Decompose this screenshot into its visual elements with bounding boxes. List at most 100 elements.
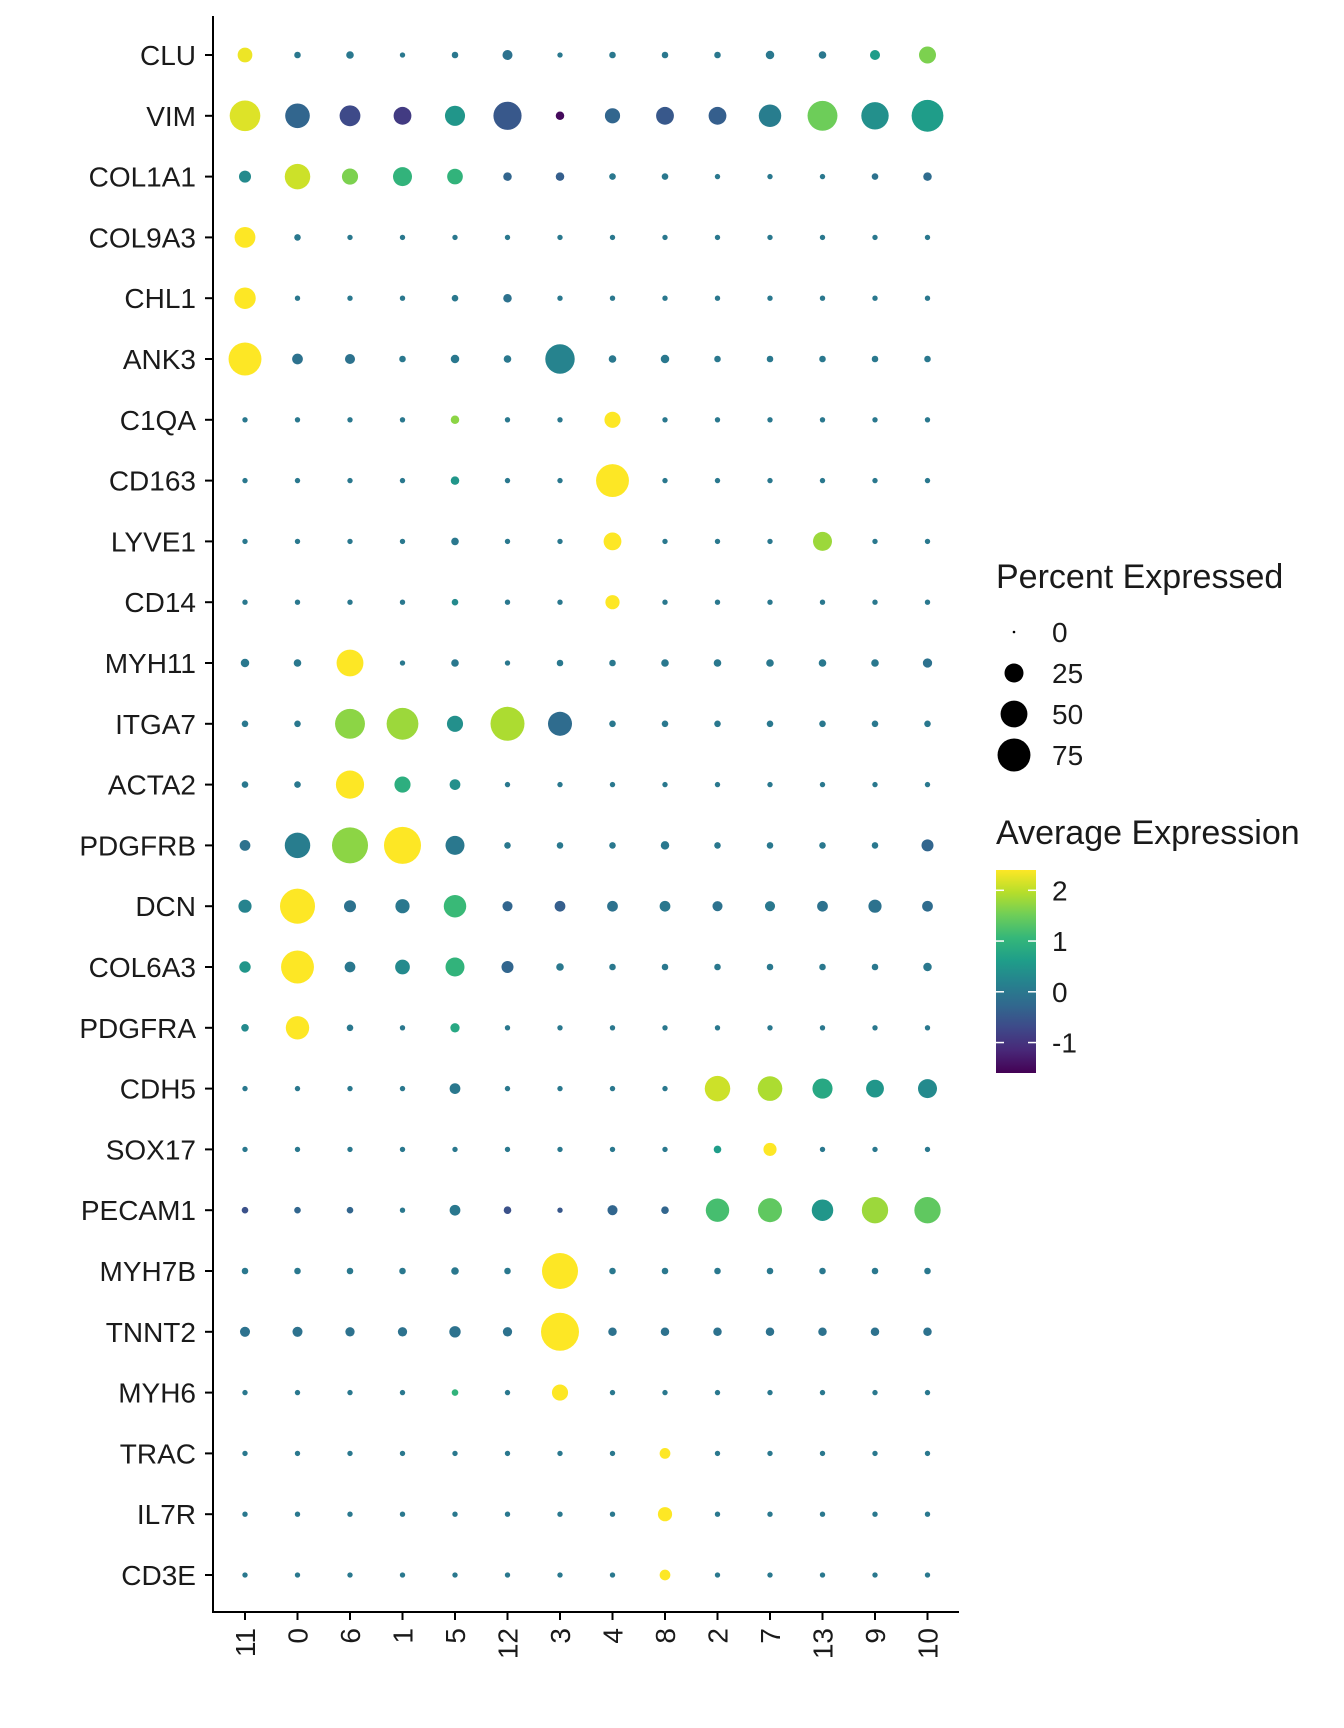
dot-COL6A3-cluster-11 (239, 961, 251, 973)
dot-CD163-cluster-4 (596, 464, 629, 498)
dot-COL9A3-cluster-1 (399, 234, 406, 241)
dot-PDGFRB-cluster-12 (504, 842, 511, 849)
dot-PDGFRB-cluster-0 (284, 832, 311, 859)
dot-COL9A3-cluster-9 (872, 234, 878, 241)
dot-CD163-cluster-11 (242, 477, 248, 484)
dot-TNNT2-cluster-7 (765, 1327, 775, 1337)
dot-VIM-cluster-13 (807, 100, 838, 131)
dot-PECAM1-cluster-10 (914, 1197, 941, 1224)
dot-PDGFRA-cluster-5 (450, 1023, 460, 1033)
dot-COL9A3-cluster-7 (767, 234, 773, 241)
dot-LYVE1-cluster-5 (451, 537, 459, 546)
dot-C1QA-cluster-1 (399, 417, 406, 423)
dot-C1QA-cluster-3 (557, 417, 563, 423)
dot-ANK3-cluster-10 (924, 355, 931, 363)
dot-ITGA7-cluster-0 (294, 720, 301, 728)
dot-SOX17-cluster-2 (713, 1145, 722, 1154)
dot-ANK3-cluster-13 (819, 355, 826, 363)
dot-CHL1-cluster-9 (872, 295, 878, 301)
dot-MYH7B-cluster-8 (661, 1267, 669, 1275)
color-legend-title: Average Expression (996, 814, 1300, 852)
dot-COL1A1-cluster-0 (284, 163, 311, 190)
dot-CD14-cluster-9 (872, 599, 878, 605)
dot-PDGFRA-cluster-9 (872, 1025, 878, 1031)
dot-ACTA2-cluster-2 (714, 781, 721, 788)
dot-MYH11-cluster-11 (240, 658, 250, 668)
dot-IL7R-cluster-12 (504, 1511, 511, 1517)
dot-CD14-cluster-2 (714, 599, 721, 605)
dot-CLU-cluster-5 (451, 51, 459, 59)
dot-COL6A3-cluster-7 (766, 963, 774, 971)
dot-ITGA7-cluster-11 (241, 720, 249, 728)
x-tick-label-11: 11 (230, 1628, 261, 1657)
dot-CD3E-cluster-4 (609, 1572, 616, 1578)
dot-ITGA7-cluster-12 (490, 706, 525, 741)
dot-SOX17-cluster-9 (872, 1146, 878, 1153)
dot-ANK3-cluster-12 (503, 355, 512, 363)
dot-CD3E-cluster-9 (872, 1572, 878, 1578)
dot-ACTA2-cluster-7 (767, 781, 773, 788)
y-tick-label-TNNT2: TNNT2 (106, 1317, 196, 1348)
dot-MYH7B-cluster-12 (504, 1267, 511, 1275)
dot-CLU-cluster-3 (557, 52, 563, 58)
dot-ANK3-cluster-2 (714, 355, 721, 363)
y-tick-label-ITGA7: ITGA7 (115, 709, 196, 740)
size-legend-label-50: 50 (1052, 699, 1083, 730)
dot-COL1A1-cluster-5 (447, 168, 463, 185)
dot-CD3E-cluster-7 (767, 1572, 773, 1578)
dot-PDGFRB-cluster-13 (819, 842, 826, 849)
dot-CD163-cluster-8 (662, 477, 668, 484)
y-tick-label-PDGFRB: PDGFRB (79, 830, 196, 861)
dot-CHL1-cluster-5 (451, 294, 459, 302)
dot-MYH7B-cluster-13 (819, 1267, 826, 1275)
dot-MYH11-cluster-6 (336, 649, 364, 677)
dot-PDGFRA-cluster-7 (767, 1025, 773, 1031)
dot-PECAM1-cluster-5 (449, 1204, 461, 1216)
dot-COL1A1-cluster-3 (555, 172, 565, 181)
dot-LYVE1-cluster-2 (714, 538, 721, 545)
dot-TNNT2-cluster-4 (608, 1327, 617, 1337)
dot-PECAM1-cluster-13 (811, 1199, 834, 1221)
dot-MYH11-cluster-9 (871, 659, 879, 667)
dot-CLU-cluster-2 (714, 51, 721, 59)
dot-TRAC-cluster-2 (714, 1450, 721, 1457)
dot-TNNT2-cluster-1 (397, 1327, 408, 1337)
x-tick-label-2: 2 (703, 1628, 734, 1644)
dot-TRAC-cluster-10 (924, 1450, 931, 1457)
dot-MYH7B-cluster-7 (766, 1267, 774, 1275)
dot-TNNT2-cluster-9 (870, 1327, 880, 1337)
dot-IL7R-cluster-0 (294, 1511, 301, 1517)
y-tick-label-CLU: CLU (140, 40, 196, 71)
dot-SOX17-cluster-11 (242, 1146, 248, 1153)
dot-MYH11-cluster-12 (504, 660, 511, 666)
dot-PDGFRB-cluster-11 (239, 840, 251, 851)
dot-MYH7B-cluster-6 (346, 1267, 354, 1275)
dot-PDGFRB-cluster-10 (921, 839, 934, 852)
dot-ACTA2-cluster-12 (504, 781, 511, 788)
dot-C1QA-cluster-6 (347, 417, 353, 423)
dot-CDH5-cluster-0 (294, 1085, 301, 1092)
dot-PECAM1-cluster-12 (503, 1206, 512, 1214)
dot-LYVE1-cluster-11 (242, 538, 248, 545)
dot-PDGFRB-cluster-8 (660, 841, 670, 850)
dot-TRAC-cluster-12 (504, 1450, 511, 1457)
dot-ACTA2-cluster-11 (241, 781, 249, 788)
dot-TRAC-cluster-0 (294, 1450, 301, 1457)
dot-TRAC-cluster-8 (659, 1448, 671, 1459)
dot-ITGA7-cluster-2 (714, 720, 721, 728)
dot-COL9A3-cluster-8 (662, 234, 668, 241)
dot-CD14-cluster-12 (504, 599, 511, 605)
dot-CLU-cluster-9 (869, 49, 881, 61)
dot-IL7R-cluster-4 (609, 1511, 616, 1517)
dot-CD3E-cluster-5 (452, 1572, 458, 1578)
dot-ACTA2-cluster-4 (609, 781, 616, 788)
dot-CD163-cluster-13 (819, 477, 826, 484)
dot-MYH7B-cluster-2 (714, 1267, 721, 1275)
dot-MYH7B-cluster-0 (294, 1267, 301, 1275)
dot-MYH7B-cluster-4 (609, 1267, 616, 1275)
dot-IL7R-cluster-11 (242, 1511, 248, 1517)
x-tick-label-6: 6 (335, 1628, 366, 1644)
dot-CDH5-cluster-3 (557, 1085, 563, 1092)
dot-ACTA2-cluster-6 (335, 770, 365, 799)
dot-ITGA7-cluster-6 (335, 708, 365, 739)
